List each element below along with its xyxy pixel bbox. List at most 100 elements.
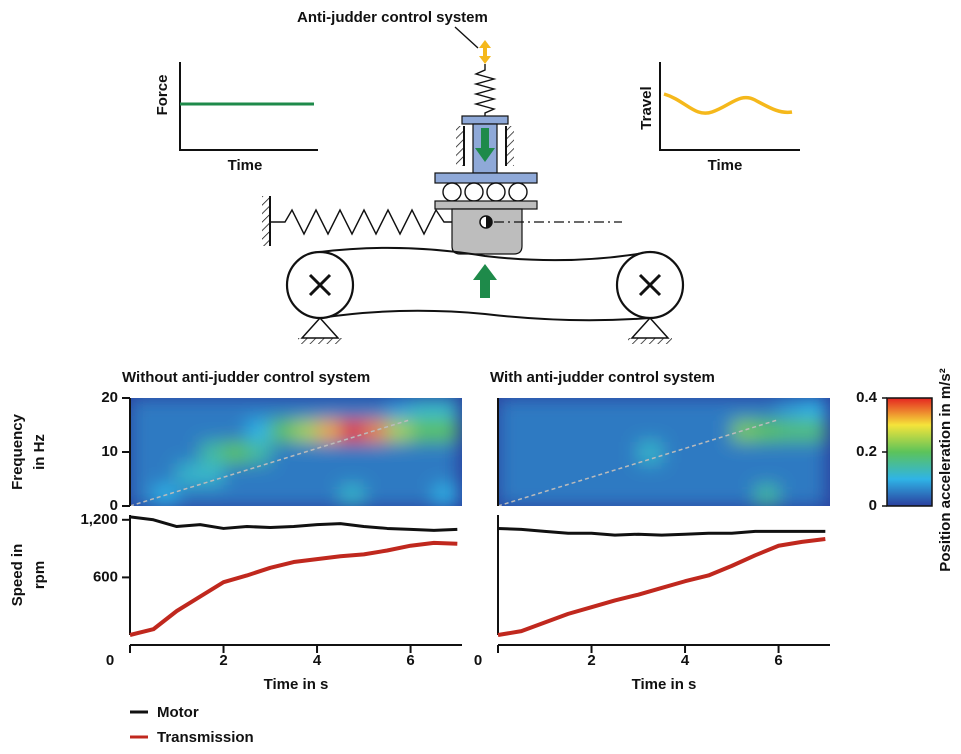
- heat-cell: [176, 398, 201, 421]
- heat-cell: [270, 484, 295, 506]
- heat-cell: [246, 484, 271, 506]
- heat-cell: [801, 441, 826, 464]
- heat-cell: [591, 462, 616, 485]
- heat-cell: [340, 419, 365, 442]
- heat-cell: [223, 462, 248, 485]
- heat-cell: [685, 398, 709, 421]
- heat-cell: [387, 484, 412, 506]
- heat-cell: [568, 398, 593, 421]
- heat-cell: [387, 398, 412, 421]
- heat-cell: [778, 462, 803, 485]
- heat-cell: [778, 441, 803, 464]
- heat-cell: [433, 398, 458, 421]
- heat-cell: [223, 441, 248, 464]
- heat-cell: [200, 398, 225, 421]
- y-axis-label: rpm: [31, 561, 48, 589]
- heat-cell: [363, 419, 388, 442]
- heat-cell: [731, 484, 756, 506]
- heat-cell: [638, 484, 663, 506]
- heat-cell: [801, 484, 826, 506]
- heat-cell: [317, 484, 341, 506]
- heat-cell: [293, 419, 318, 442]
- x-tick-label: 2: [219, 652, 227, 669]
- center: [486, 216, 492, 228]
- heat-cell: [130, 484, 154, 506]
- heat-cell: [200, 441, 225, 464]
- x-tick-label: 6: [774, 652, 782, 669]
- heat-cell: [363, 462, 388, 485]
- heat-cell: [433, 419, 458, 442]
- heat-cell: [130, 419, 154, 442]
- heat-cell: [176, 484, 201, 506]
- spectrogram: [498, 398, 830, 506]
- y-axis-label: in Hz: [31, 434, 48, 470]
- heat-cell: [544, 484, 569, 506]
- heat-cell: [614, 398, 639, 421]
- x-axis-label: Time in s: [264, 676, 329, 693]
- rollers: [442, 182, 528, 202]
- axis-label: Force: [154, 75, 171, 116]
- colorbar-tick-label: 0.2: [856, 443, 877, 460]
- x-tick-label: 2: [587, 652, 595, 669]
- heat-cell: [498, 484, 522, 506]
- excitation-arrow: [473, 264, 497, 298]
- axis-label: Travel: [638, 86, 655, 129]
- heat-cell: [731, 398, 756, 421]
- heat-cell: [638, 441, 663, 464]
- heat-cell: [731, 462, 756, 485]
- heat-cell: [410, 419, 435, 442]
- wheel: [615, 250, 685, 344]
- heat-cell: [317, 441, 341, 464]
- x-tick-label: 0: [474, 652, 482, 669]
- heat-cell: [246, 441, 271, 464]
- heat-cell: [363, 484, 388, 506]
- heat-cell: [410, 462, 435, 485]
- plate: [434, 172, 538, 184]
- heat-cell: [708, 462, 733, 485]
- heat-cell: [731, 419, 756, 442]
- heat-cell: [130, 441, 154, 464]
- belt: [319, 246, 651, 262]
- panel-title: Without anti-judder control system: [122, 369, 370, 386]
- y-axis-label: Frequency: [9, 413, 26, 490]
- heat-cell: [433, 462, 458, 485]
- heat-cell: [638, 462, 663, 485]
- x-tick-label: 4: [313, 652, 322, 669]
- heat-cell: [614, 419, 639, 442]
- heat-cell: [317, 419, 341, 442]
- y-tick-label: 0: [110, 497, 118, 514]
- heat-cell: [661, 419, 686, 442]
- plate: [434, 200, 538, 210]
- travel-curve: [663, 92, 793, 115]
- heat-cell: [685, 484, 709, 506]
- heat-cell: [200, 419, 225, 442]
- hatch: [262, 196, 270, 246]
- heat-cell: [223, 419, 248, 442]
- heat-cell: [755, 462, 780, 485]
- heat-cell: [153, 462, 178, 485]
- heat-cell: [340, 484, 365, 506]
- heat-cell: [638, 419, 663, 442]
- heat-cell: [246, 398, 271, 421]
- heat-cell: [200, 484, 225, 506]
- y-axis-label: Speed in: [9, 544, 26, 607]
- hatch: [506, 126, 514, 166]
- heat-cell: [410, 398, 435, 421]
- heat-cell: [270, 398, 295, 421]
- heat-cell: [591, 484, 616, 506]
- heat-cell: [661, 484, 686, 506]
- heat-cell: [498, 398, 522, 421]
- spectrogram: [130, 398, 462, 506]
- heat-cell: [410, 441, 435, 464]
- heat-cell: [614, 484, 639, 506]
- heat-cell: [317, 462, 341, 485]
- heat-cell: [755, 484, 780, 506]
- heat-cell: [708, 398, 733, 421]
- heat-cell: [778, 484, 803, 506]
- colorbar-tick-label: 0: [869, 497, 877, 514]
- actuator-arrow: [479, 40, 491, 64]
- heat-cell: [340, 441, 365, 464]
- pointer: [454, 26, 479, 49]
- cells: [498, 398, 826, 506]
